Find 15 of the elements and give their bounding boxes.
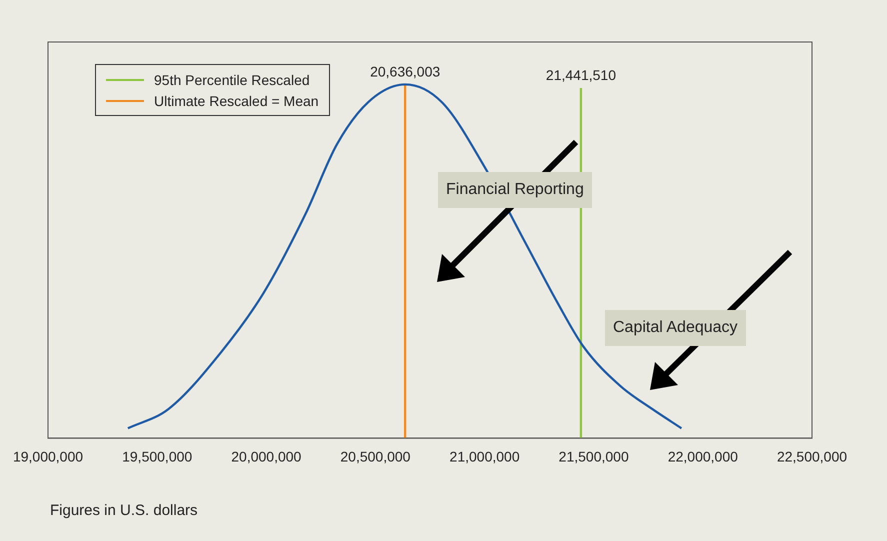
annotation: Financial Reporting [438,172,592,208]
x-tick-label: 20,000,000 [231,448,302,464]
x-tick-label: 22,500,000 [776,448,848,464]
text: Figures in U.S. dollars [50,502,198,519]
annotation: 20,636,003 [370,63,440,80]
annotation: 21,441,510 [546,66,616,83]
x-tick-label: 20,500,000 [340,448,411,464]
x-tick-label: 19,500,000 [122,448,192,464]
x-tick-label: 21,500,000 [558,448,629,464]
x-tick-label: 21,000,000 [450,448,520,464]
x-tick-label: 19,000,000 [12,448,84,464]
x-tick-label: 22,000,000 [668,448,738,464]
annotation: Capital Adequacy [605,310,746,346]
legend-label: 95th Percentile Rescaled [154,72,310,88]
legend-label: Ultimate Rescaled = Mean [154,92,319,108]
